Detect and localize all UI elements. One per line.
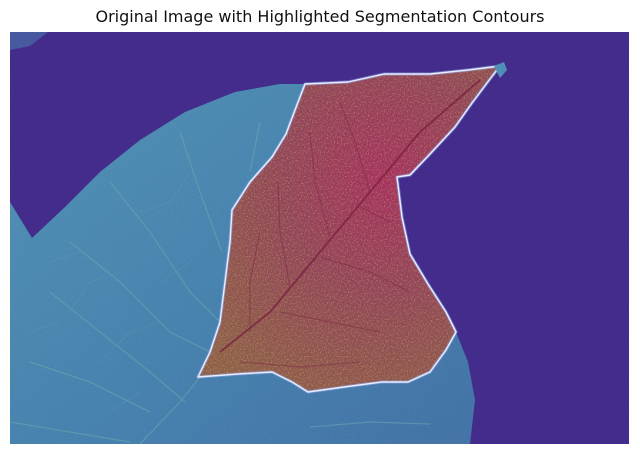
leaf-fragment-left bbox=[10, 32, 48, 50]
segmentation-contour bbox=[196, 64, 502, 394]
leaf-tip bbox=[494, 62, 507, 78]
segmentation-image bbox=[10, 32, 629, 444]
segmented-region bbox=[198, 66, 500, 392]
figure-title: Original Image with Highlighted Segmenta… bbox=[95, 7, 545, 26]
image-panel bbox=[10, 32, 629, 444]
